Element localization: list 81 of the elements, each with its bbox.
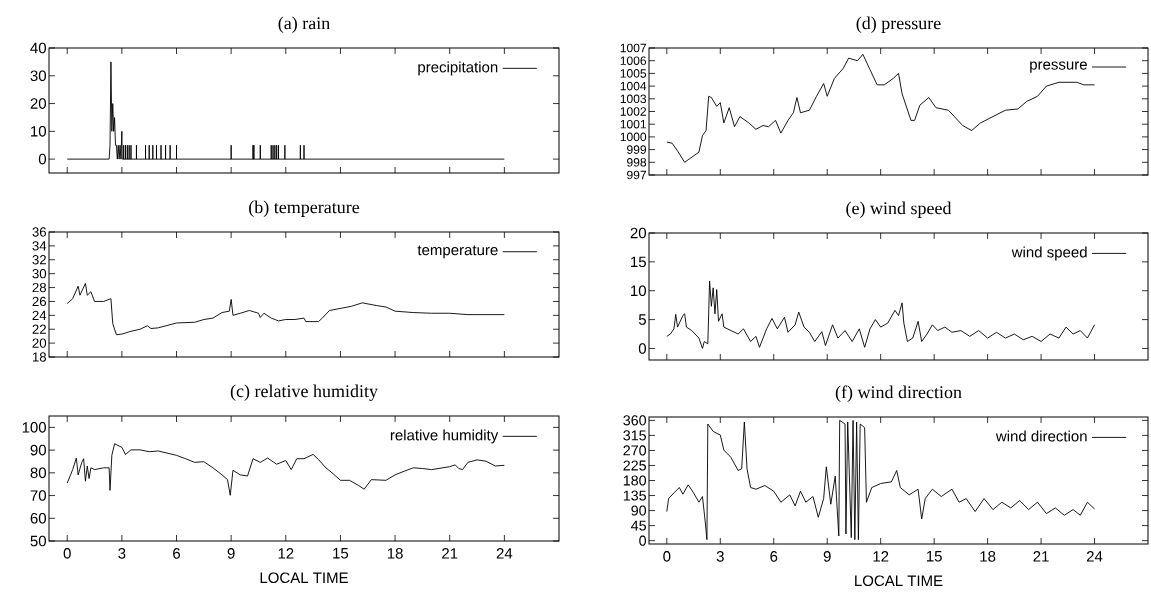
chart-title: (b) temperature [249, 200, 360, 217]
chart-title: (d) pressure [856, 16, 941, 33]
y-tick-label: 36 [32, 227, 47, 237]
y-tick-label: 1003 [620, 94, 647, 104]
line-series [666, 280, 1095, 349]
y-tick-label: 40 [30, 42, 47, 54]
x-tick-label: 3 [118, 548, 126, 559]
y-tick-label: 90 [30, 444, 47, 456]
y-tick-label: 0 [38, 153, 47, 165]
y-tick-label: 24 [32, 310, 47, 320]
chart-title: (c) relative humidity [230, 384, 378, 401]
y-tick-label: 360 [623, 415, 647, 426]
y-tick-label: 30 [30, 70, 47, 82]
legend-label: relative humidity [390, 429, 499, 444]
y-tick-label: 1006 [620, 56, 647, 65]
y-tick-label: 1000 [620, 132, 647, 142]
y-tick-label: 70 [30, 490, 47, 501]
x-tick-label: 6 [770, 551, 778, 562]
y-tick-label: 999 [627, 145, 647, 154]
y-tick-label: 1002 [620, 107, 647, 116]
x-tick-label: 0 [663, 551, 671, 562]
y-tick-label: 10 [31, 126, 47, 137]
x-tick-label: 21 [1033, 551, 1049, 562]
y-tick-label: 45 [631, 520, 646, 531]
x-axis-title: LOCAL TIME [260, 572, 348, 584]
legend-label: pressure [1030, 61, 1087, 73]
x-tick-label: 18 [387, 548, 403, 559]
y-tick-label: 80 [30, 467, 47, 479]
x-tick-label: 15 [926, 551, 942, 562]
y-tick-label: 1007 [620, 43, 647, 53]
x-tick-label: 24 [496, 548, 513, 559]
y-tick-label: 1001 [620, 119, 647, 129]
legend-label: temperature [417, 245, 498, 259]
y-tick-label: 998 [627, 158, 647, 167]
legend-label: wind direction [995, 430, 1087, 442]
y-tick-label: 26 [32, 296, 47, 307]
y-tick-label: 34 [32, 241, 47, 251]
x-tick-label: 0 [63, 548, 71, 559]
y-tick-label: 997 [627, 170, 647, 180]
x-tick-label: 3 [716, 551, 724, 562]
legend-label: wind speed [1011, 246, 1087, 261]
y-tick-label: 1004 [620, 81, 647, 91]
y-tick-label: 30 [32, 268, 47, 279]
x-tick-label: 9 [823, 551, 831, 562]
y-tick-label: 315 [623, 430, 646, 441]
x-tick-label: 18 [980, 551, 996, 562]
x-tick-label: 6 [173, 548, 181, 559]
y-tick-label: 22 [32, 324, 46, 334]
y-tick-label: 15 [631, 256, 646, 268]
y-tick-label: 18 [32, 352, 47, 362]
y-tick-label: 0 [638, 343, 647, 354]
y-tick-label: 0 [639, 535, 647, 546]
chart-title: (a) rain [278, 16, 330, 33]
y-tick-label: 100 [22, 422, 47, 433]
line-series [666, 419, 1095, 541]
y-tick-label: 20 [630, 227, 647, 239]
y-tick-label: 1005 [620, 69, 647, 78]
x-tick-label: 15 [333, 548, 349, 559]
y-tick-label: 5 [638, 314, 646, 325]
legend-label: precipitation [418, 61, 498, 76]
x-tick-label: 12 [278, 548, 294, 559]
y-tick-label: 28 [32, 282, 47, 293]
x-axis-title: LOCAL TIME [855, 575, 943, 587]
x-tick-label: 9 [227, 548, 235, 559]
chart-title: (f) wind direction [835, 385, 962, 402]
y-tick-label: 20 [30, 98, 47, 109]
y-tick-label: 50 [30, 535, 47, 547]
y-tick-label: 10 [631, 285, 647, 297]
y-tick-label: 90 [631, 505, 647, 516]
y-tick-label: 60 [30, 512, 47, 524]
chart-title: (e) wind speed [846, 201, 952, 218]
y-tick-label: 225 [623, 460, 646, 471]
line-series [66, 443, 505, 496]
x-tick-label: 24 [1086, 551, 1103, 562]
y-tick-label: 270 [623, 445, 647, 456]
x-tick-label: 21 [442, 548, 458, 559]
y-tick-label: 32 [32, 255, 46, 265]
y-tick-label: 180 [623, 475, 647, 486]
y-tick-label: 135 [623, 490, 646, 501]
y-tick-label: 20 [32, 338, 47, 348]
x-tick-label: 12 [873, 551, 889, 562]
